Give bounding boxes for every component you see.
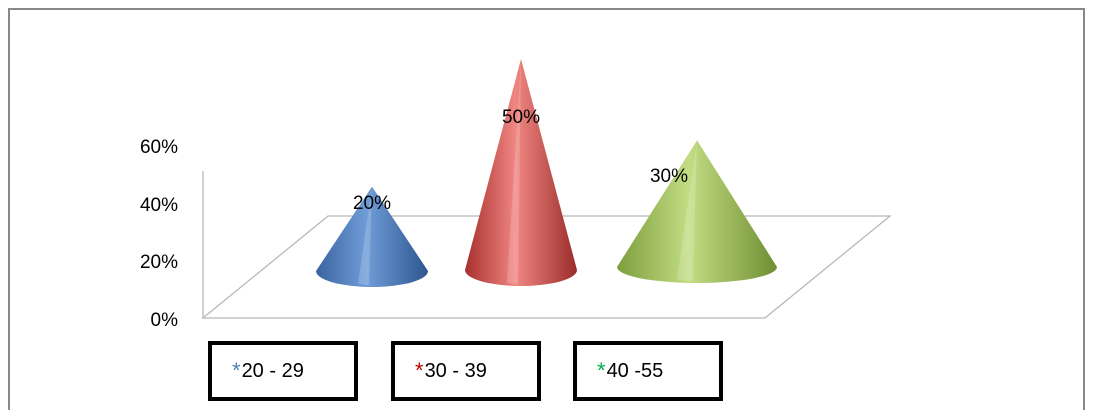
cone-highlight: [677, 140, 697, 282]
legend-marker-icon: *: [597, 358, 606, 383]
legend-marker-icon: *: [415, 358, 424, 383]
cone-series: [316, 59, 777, 287]
cone-highlight: [507, 59, 521, 285]
cone-30-39: [465, 59, 577, 286]
data-label-40-55: 30%: [650, 166, 688, 187]
data-labels: 20% 50% 30%: [353, 107, 688, 214]
legend-item-30-39: * 30 - 39: [391, 341, 541, 401]
data-label-20-29: 20%: [353, 193, 391, 214]
legend-label: 40 -55: [606, 359, 664, 382]
data-label-30-39: 50%: [502, 107, 540, 128]
legend-item-40-55: * 40 -55: [573, 341, 723, 401]
cone-20-29: [316, 186, 428, 287]
legend-label: 30 - 39: [424, 359, 487, 382]
y-tick-label: 40%: [140, 195, 178, 216]
y-axis: 0% 20% 40% 60%: [140, 137, 178, 331]
cone-highlight: [358, 186, 372, 286]
cone-body: [465, 59, 577, 286]
cone-40-55: [617, 140, 777, 283]
legend-label: 20 - 29: [241, 359, 304, 382]
y-tick-label: 60%: [140, 137, 178, 158]
cone-body: [617, 140, 777, 283]
legend-item-20-29: * 20 - 29: [208, 341, 358, 401]
legend-marker-icon: *: [232, 358, 241, 383]
cone-body: [316, 186, 428, 287]
y-tick-label: 0%: [151, 310, 179, 331]
chart-floor: [201, 215, 892, 319]
y-tick-label: 20%: [140, 252, 178, 273]
